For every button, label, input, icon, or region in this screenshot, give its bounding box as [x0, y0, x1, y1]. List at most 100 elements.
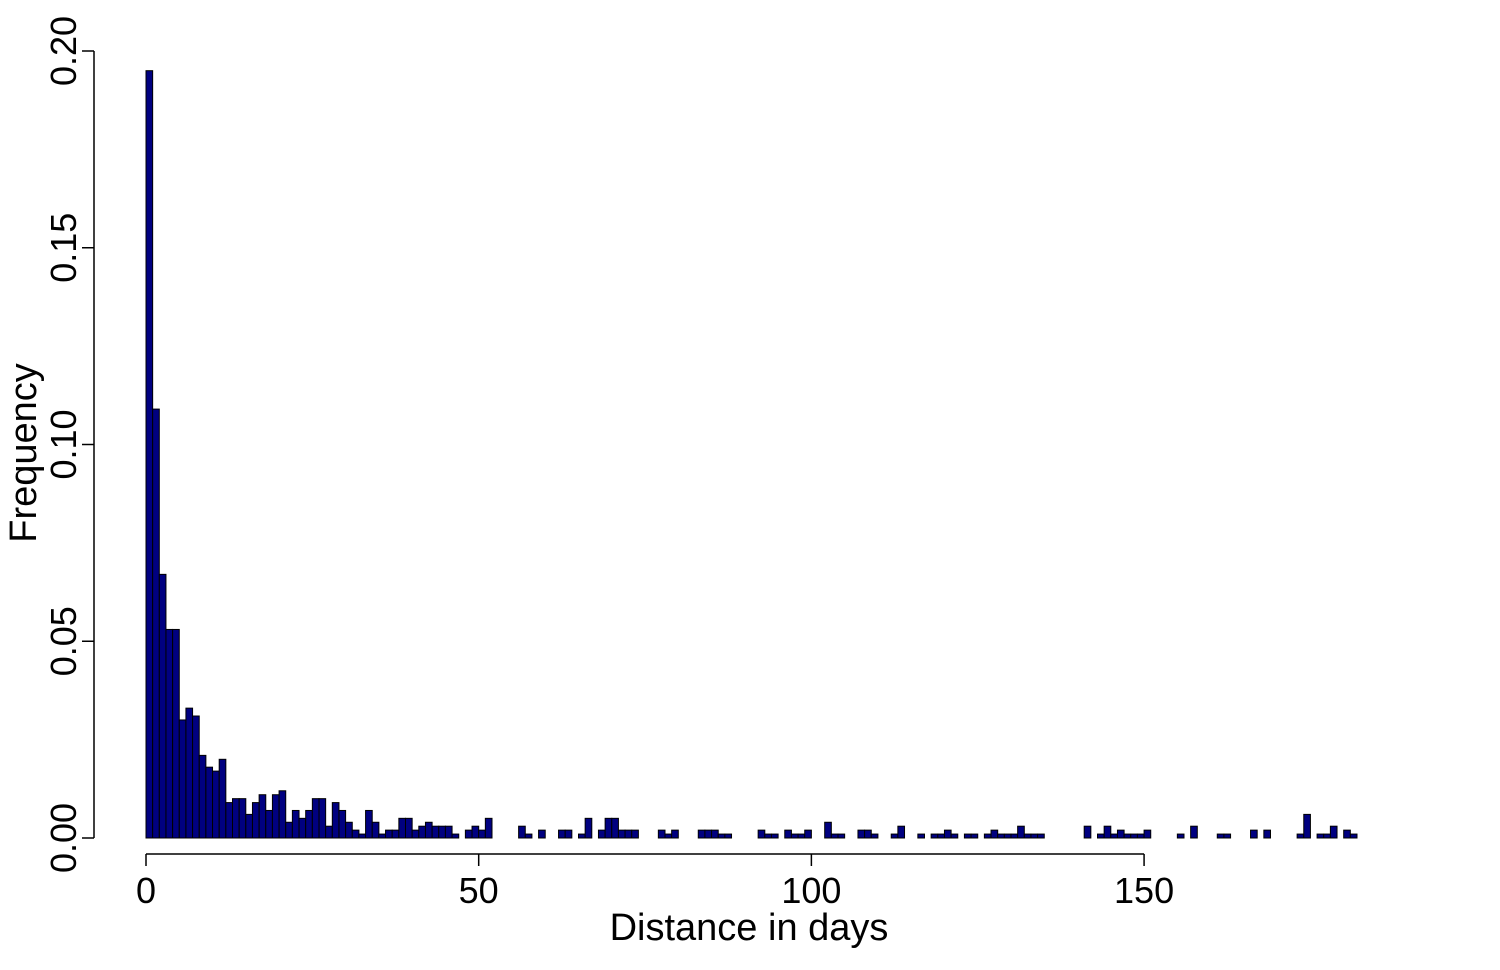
histogram-bar [212, 770, 220, 839]
histogram-bar [1003, 833, 1012, 839]
histogram-bar [298, 817, 307, 839]
histogram-bar [1116, 829, 1125, 839]
histogram-bar [930, 833, 939, 839]
histogram-bar [1250, 829, 1258, 839]
histogram-bar [238, 798, 247, 839]
histogram-bar [617, 829, 626, 839]
histogram-bar [518, 825, 526, 839]
histogram-bar [917, 833, 925, 839]
y-tick-label: 0.00 [43, 803, 84, 873]
histogram-bar [158, 573, 167, 839]
histogram-bar [1123, 833, 1132, 839]
histogram-bar [478, 829, 486, 839]
histogram-bar [538, 829, 546, 839]
histogram-bar [251, 802, 260, 839]
histogram-bar [711, 829, 719, 839]
histogram-bar [345, 821, 353, 839]
histogram-bar [970, 833, 979, 839]
histogram-bar [564, 829, 573, 839]
histogram-bar [325, 825, 333, 839]
histogram-bar [318, 798, 327, 839]
histogram-bar [770, 833, 779, 839]
histogram-bar [278, 790, 287, 839]
histogram-bar [331, 802, 340, 839]
histogram-bar [697, 829, 706, 839]
y-tick-label: 0.20 [43, 16, 84, 86]
histogram-bar [1097, 833, 1105, 839]
histogram-bar [351, 829, 360, 839]
histogram-bar [1110, 833, 1118, 839]
histogram-bar [371, 821, 380, 839]
histogram-bar [824, 821, 832, 839]
histogram-bar [990, 829, 999, 839]
histogram-bar [943, 829, 952, 839]
histogram-bar [385, 829, 393, 839]
histogram-bar [1017, 825, 1025, 839]
histogram-bar [1083, 825, 1092, 839]
histogram-bar [285, 821, 293, 839]
histogram-bar [265, 809, 273, 839]
histogram-bar [937, 833, 945, 839]
histogram-bar [1343, 829, 1351, 839]
x-tick-label: 0 [136, 870, 156, 911]
histogram-bar [837, 833, 846, 839]
y-axis-title: Frequency [3, 363, 45, 543]
histogram-bar [611, 817, 619, 839]
histogram-bar [1223, 833, 1232, 839]
histogram-bar [398, 817, 407, 839]
histogram-bar [192, 715, 200, 839]
histogram-bar [1296, 833, 1305, 839]
histogram-bar [997, 833, 1005, 839]
histogram-bar [657, 829, 666, 839]
histogram-bar [178, 719, 187, 839]
histogram-bar [232, 798, 240, 839]
y-tick-label: 0.15 [43, 213, 84, 283]
histogram-bar [890, 833, 899, 839]
histogram-bar [1329, 825, 1338, 839]
histogram-bar [597, 829, 606, 839]
histogram-bar [1010, 833, 1019, 839]
histogram-bar [258, 794, 267, 839]
x-tick-label: 100 [781, 870, 841, 911]
y-axis: 0.00 0.05 0.10 0.15 0.20 [43, 16, 95, 873]
histogram-bar [484, 817, 493, 839]
histogram-bar [185, 707, 194, 839]
histogram-bar [424, 821, 433, 839]
histogram-bar [1103, 825, 1112, 839]
histogram-bar [1023, 833, 1032, 839]
histogram-bar [245, 813, 253, 839]
histogram-bar [1130, 833, 1138, 839]
histogram-bar [1176, 833, 1185, 839]
bars-layer [145, 70, 1358, 839]
histogram-bar [165, 628, 174, 839]
histogram-bar [291, 809, 300, 839]
histogram-bar [225, 802, 234, 839]
histogram-bar [830, 833, 839, 839]
histogram-bar [983, 833, 992, 839]
histogram-bar [305, 809, 313, 839]
histogram-bar [558, 829, 566, 839]
histogram-bar [1349, 833, 1358, 839]
histogram-bar [524, 833, 533, 839]
histogram-bar [271, 794, 280, 839]
histogram-bar [418, 825, 426, 839]
histogram-bar [870, 833, 879, 839]
histogram-bar [757, 829, 766, 839]
histogram-bar [145, 70, 154, 839]
histogram-bar [631, 829, 639, 839]
histogram-bar [365, 809, 373, 839]
histogram-bar [784, 829, 792, 839]
histogram-bar [1303, 813, 1311, 839]
histogram-bar [1263, 829, 1271, 839]
histogram-bar [411, 829, 420, 839]
histogram-bar [1030, 833, 1039, 839]
histogram-bar [604, 817, 613, 839]
histogram-bar [464, 829, 473, 839]
histogram-bar [704, 829, 713, 839]
histogram-bar [950, 833, 959, 839]
histogram-bar [405, 817, 413, 839]
x-axis: 0 50 100 150 [136, 853, 1174, 911]
histogram-bar [797, 833, 806, 839]
